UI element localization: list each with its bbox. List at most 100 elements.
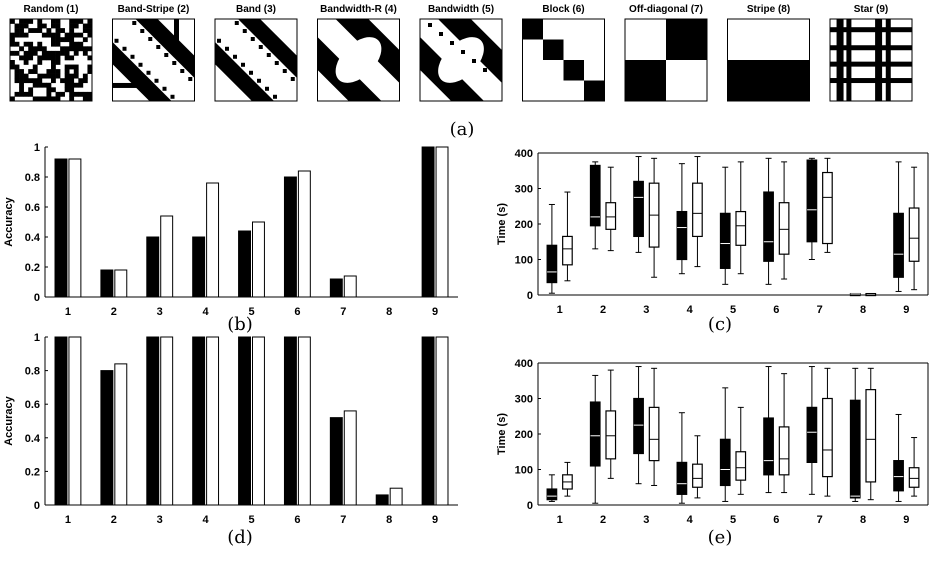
y-tick-label: 0.4 (25, 433, 41, 445)
box-white-3 (648, 367, 660, 486)
cell (82, 37, 88, 43)
box-body (676, 461, 688, 495)
step-block (461, 50, 465, 54)
box-body (676, 210, 688, 261)
cell (87, 23, 92, 29)
cell (51, 41, 56, 47)
x-tick-label: 3 (157, 306, 163, 318)
cell (28, 46, 34, 52)
thumbnail-bandwidth-r: Bandwidth-R (4) (317, 4, 400, 102)
cell (69, 82, 75, 88)
y-axis-label: Accuracy (3, 196, 15, 246)
step-block (187, 111, 191, 115)
thumbnail-border (522, 18, 605, 102)
step-block (273, 94, 277, 99)
bar-black-7 (329, 417, 343, 506)
cell (73, 19, 79, 24)
cell (73, 91, 79, 97)
bar-white-2 (114, 269, 128, 298)
cell (60, 91, 65, 97)
bar-black-8 (375, 494, 389, 506)
cell (10, 37, 15, 43)
cell (19, 46, 24, 52)
bar-black-6 (283, 336, 297, 506)
x-tick-label: 4 (687, 514, 694, 526)
cell (41, 46, 47, 52)
thumbnail-border (214, 18, 298, 102)
cell (64, 50, 70, 56)
cell (69, 32, 75, 38)
box-body (648, 406, 660, 462)
box-white-9 (908, 166, 920, 291)
cell (60, 37, 65, 43)
cell (55, 23, 61, 29)
cell (69, 55, 75, 61)
thumbnail-star: Star (9) (829, 4, 913, 102)
x-tick-label: 7 (817, 304, 823, 316)
cell (69, 23, 75, 29)
thumbnail-title: Bandwidth-R (4) (320, 4, 397, 15)
cell (28, 28, 34, 33)
cell (55, 32, 61, 38)
cell (82, 50, 88, 56)
x-tick-label: 9 (903, 304, 909, 316)
cell (32, 69, 38, 74)
stripe-block (727, 60, 810, 101)
thumbnail-random: Random (1) (9, 4, 93, 102)
cell (82, 23, 88, 29)
x-tick-label: 2 (111, 514, 117, 526)
inner-ellipse (335, 37, 382, 83)
cell (23, 91, 29, 97)
y-tick-label: 200 (515, 429, 533, 441)
step-block (140, 29, 145, 33)
cell (69, 37, 75, 43)
thumbnail-border (9, 18, 93, 102)
x-tick-label: 1 (557, 514, 563, 526)
cell (23, 41, 29, 47)
box-body (633, 180, 644, 238)
box-white-9 (908, 437, 920, 497)
cell (28, 55, 34, 61)
y-axis-label: Time (s) (496, 413, 508, 455)
bar-white-6 (297, 336, 311, 506)
cell (14, 41, 20, 47)
thumbnail-title: Stripe (8) (747, 4, 790, 15)
star-col (875, 19, 883, 101)
cell (51, 55, 56, 61)
cell (87, 96, 92, 101)
cell (10, 60, 15, 65)
cell (46, 28, 52, 33)
diagonal-band (215, 19, 297, 101)
cell (37, 46, 43, 52)
cell (19, 23, 24, 29)
cell (55, 91, 61, 97)
cell (10, 64, 15, 70)
thumbnail-bandwidth: Bandwidth (5) (419, 4, 503, 102)
box-body (546, 244, 558, 284)
panel-c-time-boxplot: 0 100 200 300 400 1 2 3 4 5 6 7 8 9 Time (s) (c) (496, 148, 929, 335)
x-tick-label: 5 (248, 306, 254, 318)
thumbnail-border (419, 18, 503, 102)
upper-corner (470, 19, 502, 51)
cell (23, 32, 29, 38)
cell (73, 82, 79, 88)
y-tick-label: 0.6 (25, 399, 40, 411)
cell (41, 50, 47, 56)
cell (41, 96, 47, 101)
step-block (204, 93, 208, 97)
cell (41, 55, 47, 61)
step-block (250, 37, 255, 41)
bar-white-4 (206, 336, 220, 506)
step-block (179, 103, 183, 107)
box-black-9 (893, 413, 904, 502)
cell (10, 32, 15, 38)
cell (78, 19, 84, 24)
cell (37, 41, 43, 47)
cell (51, 73, 56, 79)
x-tick-label: 8 (860, 304, 866, 316)
star-row (830, 27, 912, 33)
x-tick-label: 6 (773, 514, 779, 526)
bar-white-8 (389, 487, 403, 506)
thumbnail-pattern (522, 19, 605, 101)
